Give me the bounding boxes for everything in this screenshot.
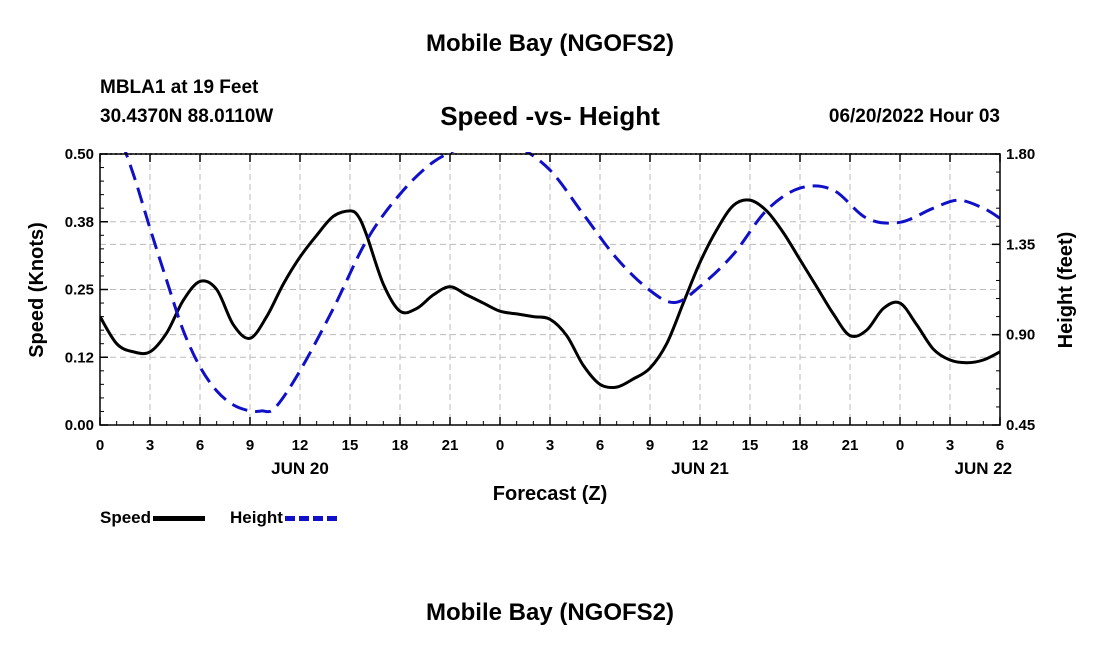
day-label: JUN 22: [955, 459, 1013, 478]
x-tick-label: 15: [742, 437, 759, 454]
axis-layer: 0 3 6 9 12 15 18 21 0 3 6 9 12 15 18 21 0 3 6 JUN 20 JUN 21 J…: [65, 146, 1035, 478]
y2-tick-label: 0.45: [1006, 417, 1035, 434]
y2-tick-label: 1.80: [1006, 146, 1035, 163]
y-tick-label: 0.12: [65, 349, 94, 366]
x-tick-label: 18: [792, 437, 809, 454]
y2-tick-label: 1.35: [1006, 236, 1035, 253]
x-tick-label: 0: [496, 437, 504, 454]
x-tick-label: 6: [196, 437, 204, 454]
forecast-datetime: 06/20/2022 Hour 03: [828, 106, 1000, 127]
x-tick-label: 6: [996, 437, 1004, 454]
y2-tick-label: 0.90: [1006, 327, 1035, 344]
x-tick-label: 9: [646, 437, 654, 454]
x-tick-label: 15: [342, 437, 359, 454]
x-tick-label: 12: [692, 437, 709, 454]
legend-height-swatch: [284, 515, 337, 521]
footer-title: Mobile Bay (NGOFS2): [425, 599, 675, 626]
x-tick-label: 3: [946, 437, 954, 454]
x-tick-label: 3: [546, 437, 554, 454]
station-label: MBLA1 at 19 Feet: [100, 77, 259, 98]
x-tick-label: 12: [292, 437, 309, 454]
x-tick-label: 21: [442, 437, 459, 454]
legend-speed: Speed: [100, 508, 206, 528]
y-tick-label: 0.50: [65, 146, 94, 163]
day-label: JUN 21: [671, 459, 729, 478]
legend-height-label: Height: [230, 508, 283, 527]
y-tick-label: 0.38: [65, 214, 94, 231]
y2-axis-label: Height (feet): [1055, 232, 1077, 349]
x-tick-label: 18: [392, 437, 409, 454]
x-tick-label: 21: [842, 437, 859, 454]
x-tick-label: 0: [96, 437, 104, 454]
series-layer: [100, 152, 1000, 414]
y-tick-label: 0.25: [65, 282, 94, 299]
y-axis-label: Speed (Knots): [26, 222, 48, 358]
chart-title: Mobile Bay (NGOFS2): [425, 30, 675, 57]
grid-layer: [100, 153, 1000, 425]
y-tick-label: 0.00: [65, 417, 94, 434]
x-tick-label: 0: [896, 437, 904, 454]
x-tick-label: 6: [596, 437, 604, 454]
legend-speed-swatch: [153, 515, 206, 521]
speed-height-chart: 0 3 6 9 12 15 18 21 0 3 6 9 12 15 18 21 0 3 6 JUN 20 JUN 21 J…: [26, 146, 1077, 505]
speed-series-line: [100, 198, 1000, 390]
x-axis-label: Forecast (Z): [493, 483, 607, 505]
station-coordinates: 30.4370N 88.0110W: [100, 106, 274, 127]
x-tick-label: 3: [146, 437, 154, 454]
day-label: JUN 20: [271, 459, 329, 478]
legend-speed-label: Speed: [100, 508, 152, 527]
x-tick-label: 9: [246, 437, 254, 454]
legend-height: Height: [230, 508, 337, 528]
chart-subtitle: Speed -vs- Height: [440, 101, 660, 131]
